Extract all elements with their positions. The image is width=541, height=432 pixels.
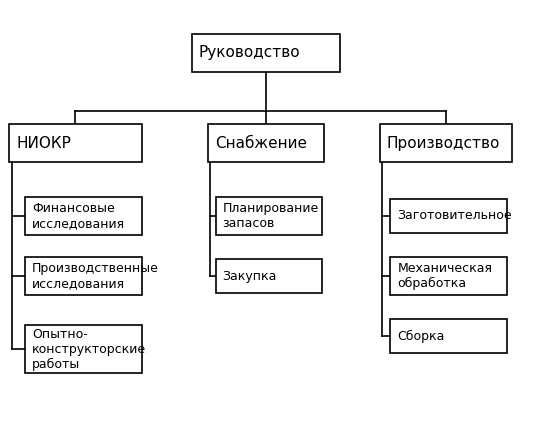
- FancyBboxPatch shape: [391, 319, 507, 353]
- Text: Руководство: Руководство: [199, 45, 300, 60]
- Text: Заготовительное: Заготовительное: [397, 210, 512, 222]
- FancyBboxPatch shape: [25, 325, 142, 373]
- FancyBboxPatch shape: [216, 259, 321, 293]
- Text: Производство: Производство: [387, 136, 500, 150]
- FancyBboxPatch shape: [9, 124, 142, 162]
- FancyBboxPatch shape: [25, 197, 142, 235]
- Text: Закупка: Закупка: [222, 270, 277, 283]
- FancyBboxPatch shape: [216, 197, 321, 235]
- FancyBboxPatch shape: [380, 124, 512, 162]
- Text: Механическая
обработка: Механическая обработка: [397, 262, 492, 290]
- Text: Опытно-
конструкторские
работы: Опытно- конструкторские работы: [32, 327, 146, 371]
- FancyBboxPatch shape: [25, 257, 142, 295]
- FancyBboxPatch shape: [391, 199, 507, 233]
- FancyBboxPatch shape: [208, 124, 324, 162]
- Text: НИОКР: НИОКР: [16, 136, 71, 150]
- FancyBboxPatch shape: [391, 257, 507, 295]
- Text: Производственные
исследования: Производственные исследования: [32, 262, 159, 290]
- Text: Финансовые
исследования: Финансовые исследования: [32, 202, 125, 230]
- Text: Сборка: Сборка: [397, 330, 445, 343]
- FancyBboxPatch shape: [192, 34, 340, 72]
- Text: Планирование
запасов: Планирование запасов: [222, 202, 319, 230]
- Text: Снабжение: Снабжение: [215, 136, 307, 150]
